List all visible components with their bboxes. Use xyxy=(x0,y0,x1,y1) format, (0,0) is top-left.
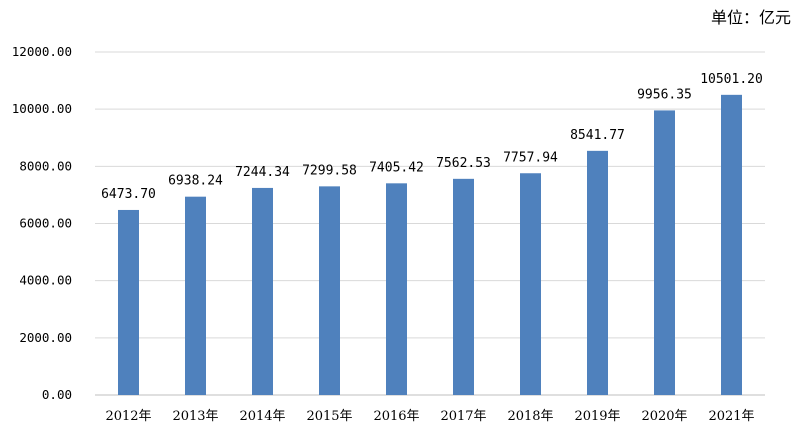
bar xyxy=(520,173,541,395)
bar xyxy=(453,178,474,395)
data-label: 7757.94 xyxy=(503,150,558,165)
bar xyxy=(654,110,675,395)
x-tick-label: 2012年 xyxy=(105,409,151,424)
x-tick-label: 2021年 xyxy=(708,409,754,424)
bar xyxy=(587,150,608,395)
bar xyxy=(319,186,340,395)
y-tick-label: 0.00 xyxy=(42,387,72,402)
bar xyxy=(386,183,407,395)
data-label: 8541.77 xyxy=(570,128,625,143)
x-tick-label: 2013年 xyxy=(172,409,218,424)
y-tick-label: 4000.00 xyxy=(19,273,72,288)
data-label: 9956.35 xyxy=(637,87,692,102)
bars xyxy=(118,94,742,395)
data-label: 7562.53 xyxy=(436,156,491,171)
y-tick-label: 2000.00 xyxy=(19,330,72,345)
x-tick-label: 2016年 xyxy=(373,409,419,424)
y-tick-label: 6000.00 xyxy=(19,216,72,231)
data-label: 7405.42 xyxy=(369,160,424,175)
x-tick-label: 2014年 xyxy=(239,409,285,424)
data-label: 6473.70 xyxy=(101,187,156,202)
y-axis-ticks: 0.00 2000.00 4000.00 6000.00 8000.00 10000.00… xyxy=(12,44,72,402)
gridlines xyxy=(95,51,765,396)
x-axis-ticks: 2012年 2013年 2014年 2015年 2016年 2017年 2018年 2019年… xyxy=(105,409,754,424)
x-tick-label: 2020年 xyxy=(641,409,687,424)
data-label: 7244.34 xyxy=(235,165,290,180)
data-label: 6938.24 xyxy=(168,174,223,189)
x-tick-label: 2015年 xyxy=(306,409,352,424)
bar xyxy=(118,209,139,395)
bar xyxy=(252,187,273,395)
data-labels: 6473.70 6938.24 7244.34 7299.58 7405.42 7562.… xyxy=(101,72,763,202)
data-label: 7299.58 xyxy=(302,163,357,178)
data-label: 10501.20 xyxy=(700,72,763,87)
y-tick-label: 8000.00 xyxy=(19,158,72,173)
bar xyxy=(721,94,742,395)
unit-label: 单位：亿元 xyxy=(710,8,791,27)
x-tick-label: 2018年 xyxy=(507,409,553,424)
y-tick-label: 12000.00 xyxy=(12,44,72,59)
bar xyxy=(185,196,206,395)
x-tick-label: 2017年 xyxy=(440,409,486,424)
x-tick-label: 2019年 xyxy=(574,409,620,424)
y-tick-label: 10000.00 xyxy=(12,101,72,116)
